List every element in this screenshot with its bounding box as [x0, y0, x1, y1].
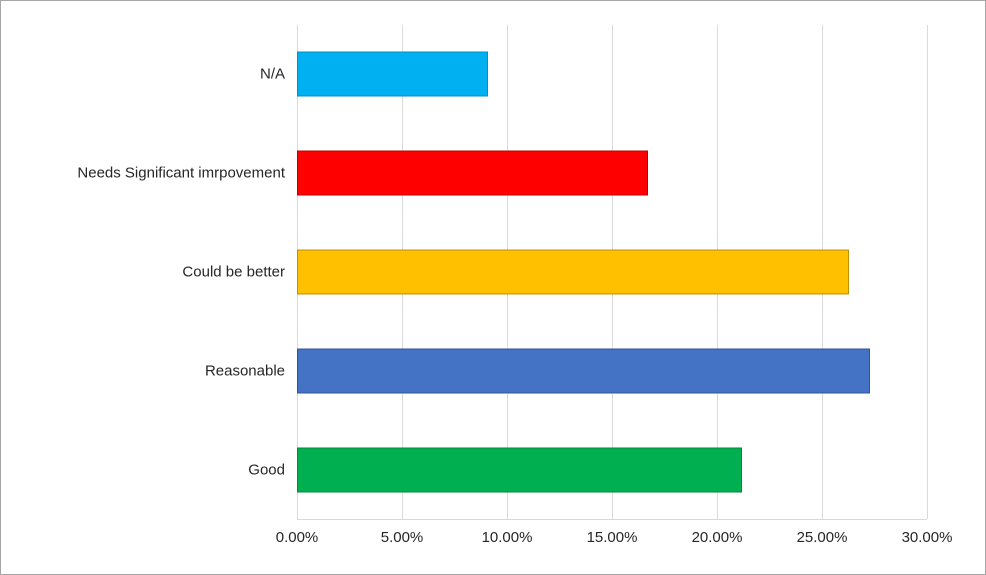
plot-area [297, 25, 928, 520]
category-label: N/A [259, 65, 285, 83]
x-tick-label: 15.00% [586, 529, 638, 546]
bar-row [297, 321, 927, 420]
bar-good [297, 447, 743, 493]
category-label: Needs Significant imrpovement [77, 164, 285, 182]
bar-row [297, 124, 927, 223]
bar-n-a [297, 51, 489, 97]
x-tick-label: 10.00% [481, 529, 533, 546]
bar-row [297, 223, 927, 322]
category-label: Could be better [182, 263, 285, 281]
gridline [927, 25, 928, 519]
x-tick-label: 0.00% [275, 529, 319, 546]
x-tick-label: 20.00% [691, 529, 743, 546]
bar-could-be-better [297, 249, 850, 295]
bar-row [297, 25, 927, 124]
category-label: Good [248, 461, 285, 479]
x-tick-label: 5.00% [380, 529, 424, 546]
category-label: Reasonable [204, 362, 285, 380]
x-tick-label: 30.00% [901, 529, 953, 546]
bar-reasonable [297, 348, 871, 394]
bar-needs-significant-imrpovement [297, 150, 648, 196]
bar-row [297, 420, 927, 519]
x-tick-label: 25.00% [796, 529, 848, 546]
